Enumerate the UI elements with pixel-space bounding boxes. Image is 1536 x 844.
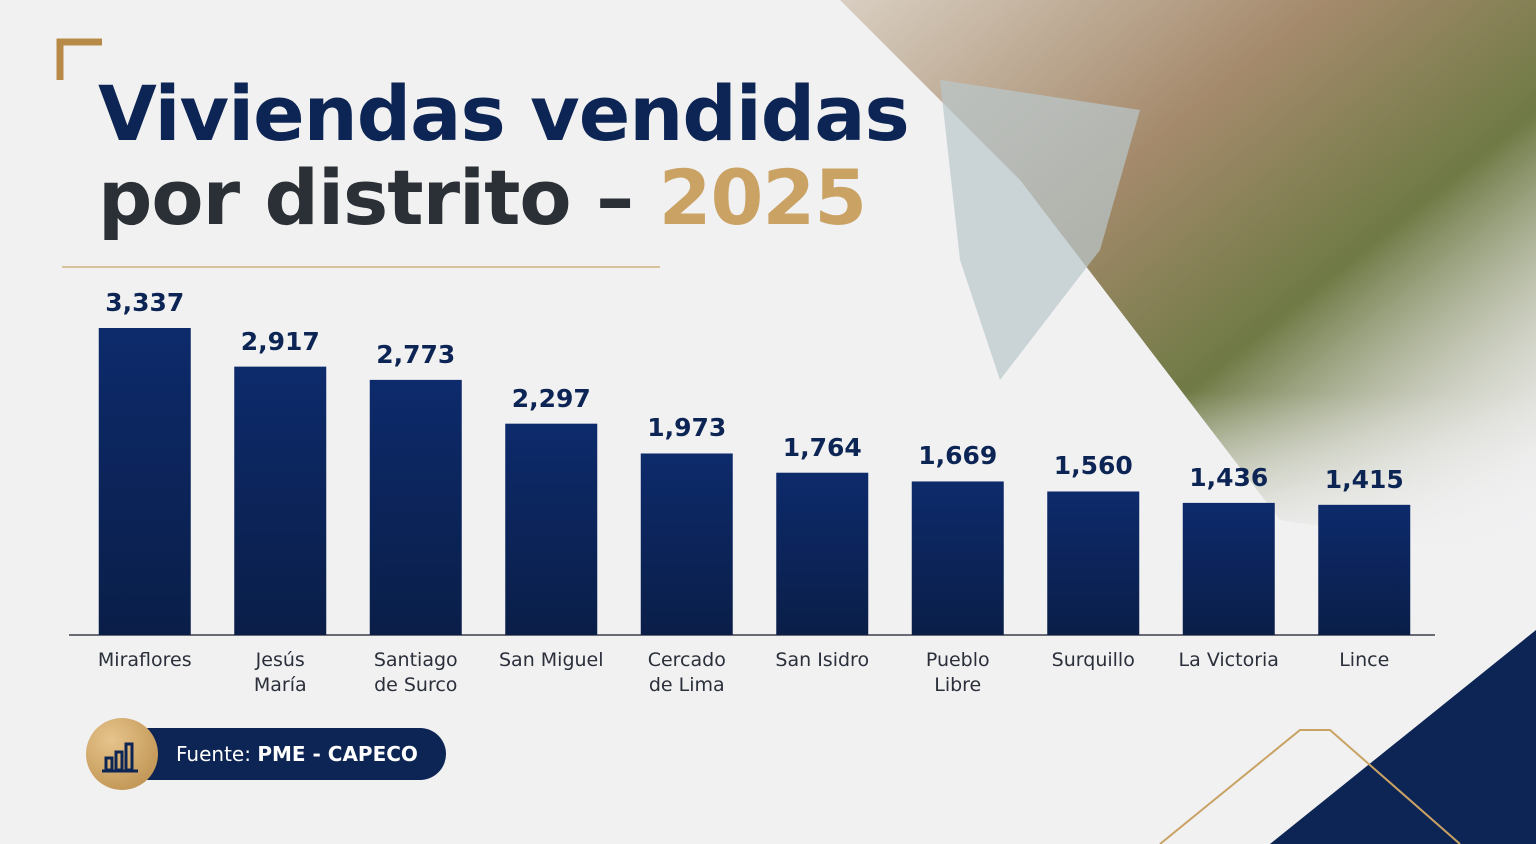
- photo-fade: [840, 0, 1536, 560]
- value-label: 1,415: [1324, 464, 1404, 494]
- x-tick-label: Surquillo: [1051, 649, 1135, 671]
- x-tick-label: Santiago de Surco: [373, 649, 458, 696]
- title-line-2: por distrito – 2025: [98, 160, 867, 236]
- title-highlight: 2025: [658, 153, 868, 242]
- x-tick-label: Miraflores: [97, 649, 192, 671]
- value-label: 2,917: [240, 326, 320, 356]
- source: Fuente: PME - CAPECO: [86, 718, 446, 790]
- value-label: 2,297: [511, 383, 591, 413]
- value-label: 2,773: [376, 339, 456, 369]
- bar: [234, 366, 327, 635]
- title-line-1: Viviendas vendidas: [98, 69, 910, 158]
- corner-bracket: [56, 38, 102, 80]
- source-pill: Fuente: PME - CAPECO: [122, 728, 446, 780]
- title-text: por distrito –: [98, 153, 634, 242]
- bar: [911, 481, 1004, 635]
- source-value: PME - CAPECO: [257, 742, 418, 766]
- value-label: 1,764: [782, 432, 862, 462]
- value-label: 1,436: [1189, 462, 1269, 492]
- x-tick-label: La Victoria: [1178, 649, 1279, 671]
- bar: [776, 472, 869, 635]
- value-label: 1,560: [1053, 451, 1133, 481]
- x-tick-label: Pueblo Libre: [925, 649, 990, 696]
- chart-icon: [102, 742, 138, 773]
- bar: [640, 453, 733, 635]
- bars: [98, 328, 1411, 635]
- corner-triangle: [1270, 630, 1536, 844]
- value-label: 1,973: [647, 413, 727, 443]
- bar: [1182, 502, 1275, 635]
- value-label: 1,669: [918, 441, 998, 471]
- x-tick-label: Lince: [1339, 649, 1390, 671]
- bar: [369, 379, 462, 635]
- bar: [1047, 491, 1140, 635]
- value-label: 3,337: [105, 288, 185, 317]
- x-tick-label: San Isidro: [775, 649, 870, 671]
- gold-line: [1159, 729, 1461, 844]
- bar: [505, 423, 598, 635]
- x-tick-label: San Miguel: [498, 649, 604, 671]
- x-tick-label: Cercado de Lima: [647, 649, 726, 696]
- bar: [1318, 504, 1411, 635]
- source-label: Fuente:: [176, 742, 251, 766]
- bar: [98, 328, 191, 635]
- source-icon: [86, 718, 158, 790]
- x-tick-label: Jesús María: [253, 649, 307, 696]
